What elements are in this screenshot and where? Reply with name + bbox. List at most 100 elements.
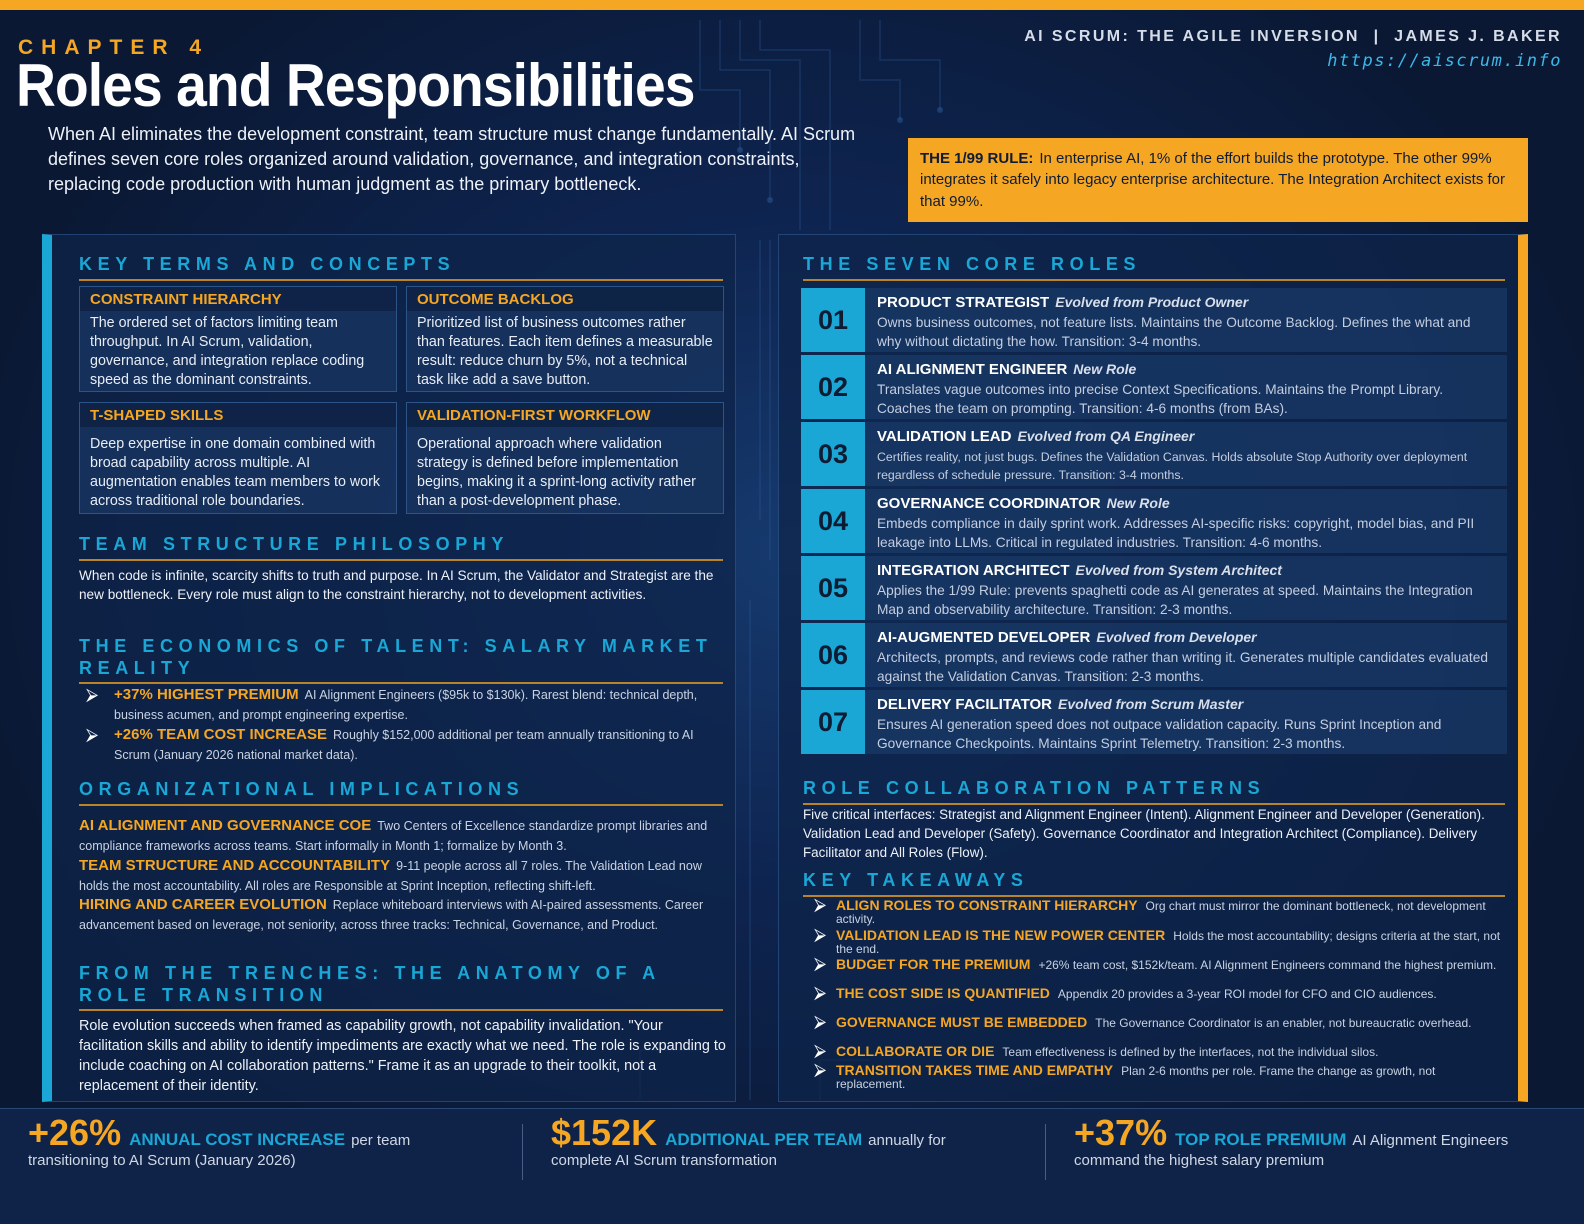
takeaway-head: THE COST SIDE IS QUANTIFIED	[836, 985, 1050, 1001]
term-card: CONSTRAINT HIERARCHY The ordered set of …	[79, 286, 397, 392]
arrow-icon: ⮚	[814, 895, 827, 914]
team-structure-body: When code is infinite, scarcity shifts t…	[79, 568, 714, 603]
stat-top-role-premium: +37% TOP ROLE PREMIUM AI Alignment Enginee…	[1074, 1112, 1574, 1169]
role-body: AI ALIGNMENT ENGINEER New Role Translates…	[865, 355, 1507, 419]
takeaway-text: The Governance Coordinator is an enabler…	[1095, 1016, 1472, 1030]
implication-head: TEAM STRUCTURE AND ACCOUNTABILITY	[79, 857, 391, 874]
list-item: ⮚ +37% HIGHEST PREMIUM AI Alignment Engin…	[86, 684, 726, 724]
term-body: Deep expertise in one domain combined wi…	[90, 436, 381, 510]
role-desc: Translates vague outcomes into precise C…	[877, 382, 1444, 416]
bullet-text: Roughly $152,000 additional per team ann…	[114, 728, 694, 762]
list-item: ⮚ BUDGET FOR THE PREMIUM +26% team cost, …	[814, 954, 1504, 973]
term-title: CONSTRAINT HIERARCHY	[80, 287, 396, 311]
list-item: ⮚ VALIDATION LEAD IS THE NEW POWER CENTE…	[814, 925, 1504, 956]
stat-label: ADDITIONAL PER TEAM	[665, 1130, 863, 1149]
term-card: T-SHAPED SKILLS Deep expertise in one do…	[79, 402, 397, 514]
economics-heading: THE ECONOMICS OF TALENT: SALARY MARKET R…	[79, 636, 723, 685]
trenches-body: Role evolution succeeds when framed as c…	[79, 1018, 726, 1095]
implication-head: HIRING AND CAREER EVOLUTION	[79, 896, 327, 913]
collaboration-heading: ROLE COLLABORATION PATTERNS	[803, 778, 1505, 805]
takeaway-text: Plan 2-6 months per role. Frame the chan…	[836, 1064, 1436, 1091]
implication-text: Replace whiteboard interviews with AI-pa…	[79, 898, 704, 932]
chapter-label: CHAPTER 4	[18, 36, 210, 59]
stat-sub: complete AI Scrum transformation	[551, 1152, 777, 1169]
stat-rest: per team	[351, 1132, 411, 1149]
role-row-validation-lead: 03 VALIDATION LEAD Evolved from QA Engine…	[801, 422, 1507, 486]
takeaway-text: Holds the most accountability; designs c…	[836, 929, 1501, 956]
term-body: The ordered set of factors limiting team…	[90, 315, 365, 389]
role-desc: Certifies reality, not just bugs. Define…	[877, 450, 1468, 483]
role-tag: Evolved from QA Engineer	[1017, 428, 1195, 444]
role-body: PRODUCT STRATEGIST Evolved from Product O…	[865, 288, 1507, 352]
role-row-ai-augmented-developer: 06 AI-AUGMENTED DEVELOPER Evolved from De…	[801, 623, 1507, 687]
arrow-icon: ⮚	[814, 954, 827, 973]
arrow-icon: ⮚	[814, 925, 827, 944]
takeaway-head: TRANSITION TAKES TIME AND EMPATHY	[836, 1062, 1114, 1078]
list-item: TEAM STRUCTURE AND ACCOUNTABILITY 9-11 pe…	[79, 855, 724, 895]
role-name: AI-AUGMENTED DEVELOPER	[877, 629, 1091, 646]
takeaway-head: COLLABORATE OR DIE	[836, 1043, 995, 1059]
arrow-icon: ⮚	[814, 983, 827, 1002]
role-row-ai-alignment-engineer: 02 AI ALIGNMENT ENGINEER New Role Transla…	[801, 355, 1507, 419]
website-link[interactable]: https://aiscrum.info	[1327, 51, 1562, 71]
term-card: OUTCOME BACKLOG Prioritized list of busi…	[406, 286, 724, 392]
role-name: INTEGRATION ARCHITECT	[877, 562, 1070, 579]
role-name: DELIVERY FACILITATOR	[877, 696, 1053, 713]
stat-cost-increase: +26% ANNUAL COST INCREASE per team transit…	[28, 1112, 528, 1169]
role-body: DELIVERY FACILITATOR Evolved from Scrum M…	[865, 690, 1507, 754]
arrow-icon: ⮚	[814, 1060, 827, 1079]
role-row-integration-architect: 05 INTEGRATION ARCHITECT Evolved from Sys…	[801, 556, 1507, 620]
role-desc: Embeds compliance in daily sprint work. …	[877, 516, 1475, 550]
stat-value: +37%	[1074, 1112, 1168, 1153]
role-desc: Owns business outcomes, not feature list…	[877, 315, 1471, 349]
takeaway-head: GOVERNANCE MUST BE EMBEDDED	[836, 1014, 1088, 1030]
stat-sub: transitioning to AI Scrum (January 2026)	[28, 1152, 296, 1169]
takeaway-head: VALIDATION LEAD IS THE NEW POWER CENTER	[836, 927, 1166, 943]
stat-label: TOP ROLE PREMIUM	[1175, 1130, 1347, 1149]
takeaway-head: BUDGET FOR THE PREMIUM	[836, 956, 1031, 972]
role-body: GOVERNANCE COORDINATOR New Role Embeds co…	[865, 489, 1507, 553]
stat-additional-per-team: $152K ADDITIONAL PER TEAM annually for com…	[551, 1112, 1051, 1169]
implication-text: Two Centers of Excellence standardize pr…	[79, 819, 708, 853]
arrow-icon: ⮚	[86, 725, 99, 744]
footer-divider	[1045, 1124, 1046, 1180]
role-number: 02	[801, 355, 865, 419]
stat-value: +26%	[28, 1112, 122, 1153]
role-row-governance-coordinator: 04 GOVERNANCE COORDINATOR New Role Embeds…	[801, 489, 1507, 553]
stat-rest: annually for	[868, 1132, 946, 1149]
book-author-line: AI SCRUM: THE AGILE INVERSION | JAMES J.…	[1024, 28, 1562, 45]
arrow-icon: ⮚	[814, 1041, 827, 1060]
bullet-head: +37% HIGHEST PREMIUM	[114, 686, 299, 703]
role-row-delivery-facilitator: 07 DELIVERY FACILITATOR Evolved from Scru…	[801, 690, 1507, 754]
role-number: 05	[801, 556, 865, 620]
role-tag: Evolved from System Architect	[1075, 562, 1282, 578]
takeaway-text: Appendix 20 provides a 3-year ROI model …	[1057, 987, 1437, 1001]
rule-label: THE 1/99 RULE:	[920, 150, 1034, 167]
role-desc: Ensures AI generation speed does not out…	[877, 717, 1442, 751]
team-structure-heading: TEAM STRUCTURE PHILOSOPHY	[79, 534, 723, 561]
role-name: AI ALIGNMENT ENGINEER	[877, 361, 1068, 378]
role-tag: Evolved from Product Owner	[1055, 294, 1249, 310]
list-item: ⮚ +26% TEAM COST INCREASE Roughly $152,00…	[86, 724, 726, 764]
rule-callout: THE 1/99 RULE: In enterprise AI, 1% of th…	[908, 138, 1528, 222]
bullet-head: +26% TEAM COST INCREASE	[114, 726, 327, 743]
list-item: ⮚ THE COST SIDE IS QUANTIFIED Appendix 20…	[814, 983, 1504, 1002]
role-number: 03	[801, 422, 865, 486]
role-tag: New Role	[1106, 495, 1170, 511]
arrow-icon: ⮚	[814, 1012, 827, 1031]
role-desc: Applies the 1/99 Rule: prevents spaghett…	[877, 583, 1473, 617]
role-name: PRODUCT STRATEGIST	[877, 294, 1050, 311]
term-body: Operational approach where validation st…	[417, 436, 696, 510]
footer-stats-bar	[0, 1108, 1584, 1224]
bullet-text: AI Alignment Engineers ($95k to $130k). …	[114, 688, 698, 722]
implication-head: AI ALIGNMENT AND GOVERNANCE COE	[79, 817, 372, 834]
list-item: ⮚ TRANSITION TAKES TIME AND EMPATHY Plan …	[814, 1060, 1504, 1091]
stat-label: ANNUAL COST INCREASE	[129, 1130, 346, 1149]
role-row-product-strategist: 01 PRODUCT STRATEGIST Evolved from Produc…	[801, 288, 1507, 352]
takeaway-text: Org chart must mirror the dominant bottl…	[836, 899, 1486, 926]
role-desc: Architects, prompts, and reviews code ra…	[877, 650, 1488, 684]
page-title: Roles and Responsibilities	[16, 52, 695, 119]
rule-text: In enterprise AI, 1% of the effort build…	[920, 150, 1506, 210]
role-tag: Evolved from Developer	[1096, 629, 1257, 645]
footer-divider	[522, 1124, 523, 1180]
